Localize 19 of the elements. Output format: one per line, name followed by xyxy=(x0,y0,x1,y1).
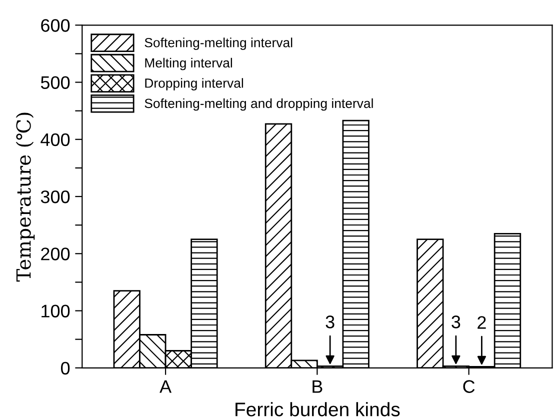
legend-label: Melting interval xyxy=(145,58,232,70)
y-tick-label: 400 xyxy=(40,133,70,146)
y-tick-label: 600 xyxy=(41,19,70,32)
y-axis-title: Temperature (℃) xyxy=(16,112,35,282)
y-tick-label: 0 xyxy=(61,362,70,375)
x-tick-label: A xyxy=(160,380,172,393)
x-tick-label: C xyxy=(463,380,475,393)
data-label: 3 xyxy=(452,316,460,328)
legend-label: Dropping interval xyxy=(145,78,244,90)
data-label: 3 xyxy=(326,316,334,328)
x-tick-label: B xyxy=(312,380,322,393)
legend-label: Softening-melting and dropping interval xyxy=(144,98,373,111)
y-tick-label: 200 xyxy=(41,248,70,260)
y-tick-label: 100 xyxy=(42,304,70,318)
y-tick-label: 300 xyxy=(40,190,70,204)
y-tick-label: 500 xyxy=(40,76,70,89)
legend-label: Softening-melting interval xyxy=(144,38,292,50)
x-axis-title: Ferric burden kinds xyxy=(236,402,400,416)
data-label: 2 xyxy=(478,316,486,329)
